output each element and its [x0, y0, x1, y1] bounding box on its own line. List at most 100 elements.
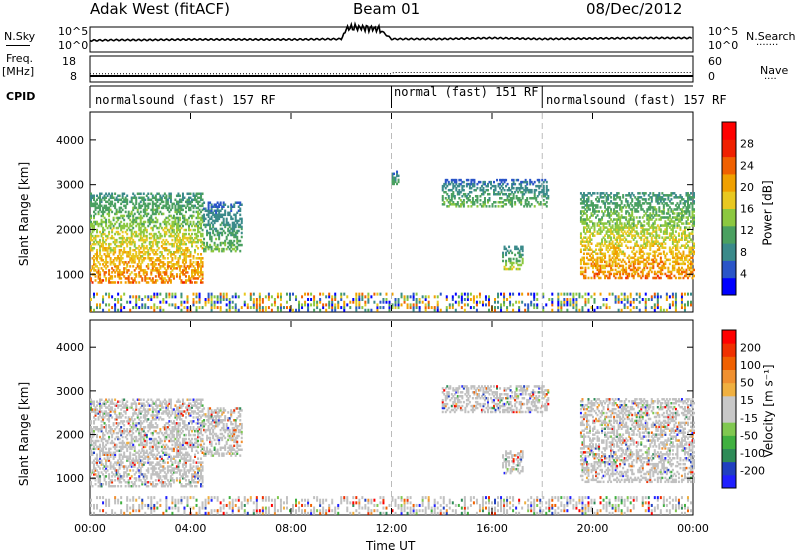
power-cell	[207, 215, 210, 219]
power-cell	[620, 216, 623, 219]
power-cell	[500, 205, 503, 208]
power-cell	[638, 274, 641, 278]
power-noise-cell	[159, 308, 162, 312]
power-noise-cell	[629, 292, 632, 296]
power-cell	[129, 222, 132, 226]
power-cell	[139, 238, 142, 242]
power-cell	[599, 232, 602, 235]
power-cell	[126, 271, 129, 274]
power-cell	[100, 198, 103, 202]
power-cell	[102, 244, 105, 248]
power-cell	[231, 225, 234, 229]
power-noise-cell	[581, 306, 584, 310]
power-cell	[203, 213, 206, 217]
power-cell	[114, 202, 117, 206]
power-cell	[156, 226, 159, 230]
power-cell	[604, 202, 607, 205]
power-cell	[622, 250, 625, 254]
power-noise-cell	[659, 308, 662, 312]
power-noise-cell	[99, 306, 102, 310]
velocity-cell	[108, 398, 111, 401]
power-cell	[641, 230, 644, 233]
power-cell	[506, 182, 509, 186]
power-cell	[608, 224, 611, 227]
power-cell	[686, 200, 689, 203]
power-cell	[224, 223, 227, 227]
power-cell	[102, 240, 105, 244]
power-cell	[585, 222, 588, 225]
velocity-cell	[103, 457, 106, 460]
power-cell	[96, 248, 99, 252]
power-cell	[683, 232, 686, 235]
power-cell	[614, 258, 617, 262]
power-heatmap	[90, 170, 696, 312]
power-cell	[613, 202, 616, 205]
power-cell	[209, 217, 212, 221]
power-cell	[676, 244, 679, 247]
power-cell	[225, 217, 228, 221]
power-cell	[178, 212, 181, 216]
velocity-cell	[100, 482, 103, 486]
power-noise-cell	[457, 295, 460, 299]
power-cell	[579, 248, 582, 252]
power-cell	[148, 257, 151, 260]
power-cell	[111, 261, 114, 264]
power-cell	[150, 198, 153, 202]
power-cell	[234, 249, 237, 253]
power-cell	[210, 227, 213, 231]
power-noise-cell	[403, 300, 406, 304]
power-cell	[115, 259, 118, 262]
power-cell	[623, 230, 626, 233]
power-cell	[97, 281, 100, 284]
power-noise-cell	[216, 298, 219, 302]
power-cell	[91, 194, 94, 198]
power-cell	[521, 186, 524, 190]
power-cell	[200, 226, 203, 230]
power-noise-cell	[427, 303, 430, 307]
power-cell	[195, 257, 198, 260]
power-cell	[189, 259, 192, 262]
power-cell	[210, 209, 213, 213]
power-cell	[234, 219, 237, 223]
power-cell	[595, 266, 598, 270]
power-cell	[180, 271, 183, 274]
power-cell	[656, 198, 659, 201]
power-cell	[216, 205, 219, 209]
velocity-cell	[90, 404, 93, 407]
power-cell	[631, 260, 634, 264]
power-cell	[620, 234, 623, 237]
power-noise-cell	[560, 306, 563, 310]
power-cell	[582, 270, 585, 274]
power-cell	[154, 196, 157, 200]
power-cell	[604, 194, 607, 197]
power-noise-cell	[267, 295, 270, 299]
power-cell	[175, 263, 178, 266]
power-noise-cell	[527, 303, 530, 307]
velocity-cell	[112, 445, 115, 449]
power-cell	[197, 252, 200, 256]
power-noise-cell	[487, 303, 490, 307]
power-cell	[674, 204, 677, 207]
power-cell	[679, 194, 682, 197]
power-cell	[502, 253, 505, 257]
power-cell	[581, 238, 584, 241]
power-cell	[90, 279, 93, 282]
power-cell	[628, 228, 631, 231]
power-cell	[582, 210, 585, 213]
power-cell	[587, 266, 590, 270]
power-cell	[239, 223, 242, 227]
velocity-cell	[108, 484, 111, 488]
power-noise-cell	[325, 295, 328, 299]
power-cell	[187, 206, 190, 210]
power-cell	[629, 226, 632, 229]
power-cell	[118, 222, 121, 226]
power-cell	[629, 194, 632, 197]
power-noise-cell	[391, 292, 394, 296]
power-cell	[165, 224, 168, 228]
power-cell	[165, 220, 168, 224]
power-cell	[496, 192, 499, 196]
power-cell	[175, 222, 178, 226]
power-cell	[652, 206, 655, 209]
power-cell	[649, 252, 652, 256]
velocity-cell	[96, 404, 99, 407]
